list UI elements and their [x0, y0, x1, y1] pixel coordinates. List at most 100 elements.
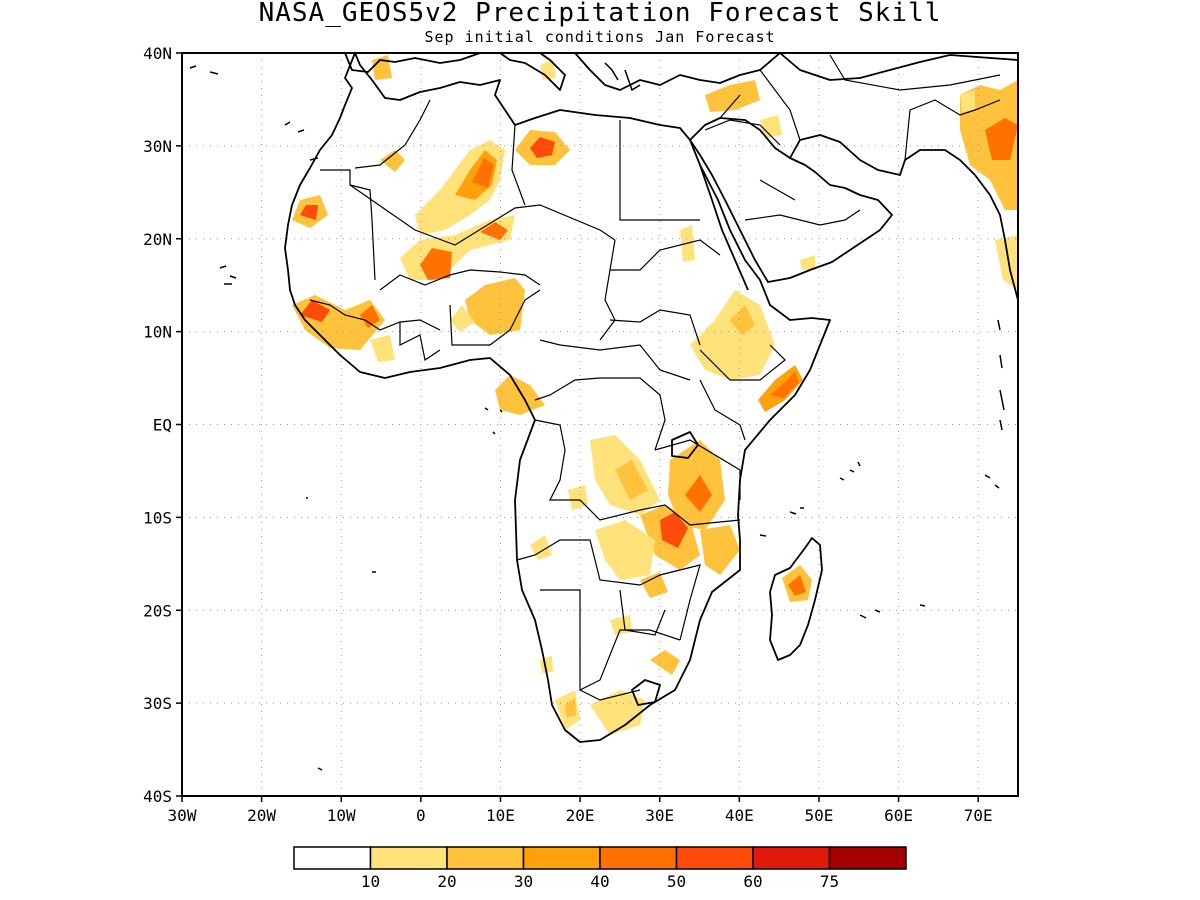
- border-mozambique: [639, 564, 701, 641]
- border-southafrica: [579, 689, 641, 701]
- border-tanzania: [654, 439, 741, 500]
- skill-region-nigeria: [465, 278, 525, 335]
- skill-region-iran-east: [760, 115, 782, 138]
- lon-tick-label: 20E: [566, 806, 595, 825]
- colorbar-label: 50: [667, 872, 686, 891]
- coastlines: [284, 53, 1018, 743]
- colorbar-swatch: [752, 846, 831, 870]
- skill-shading: [292, 55, 1018, 735]
- border-kenya: [699, 379, 746, 441]
- lat-tick-label: 20S: [143, 601, 172, 620]
- skill-region-cameroon: [495, 375, 545, 415]
- lon-tick-label: 20W: [247, 806, 276, 825]
- skill-region-sahara-east-core: [530, 137, 555, 158]
- skill-region-nigeria-west: [450, 305, 475, 332]
- skill-region-ethiopia: [690, 290, 775, 380]
- graticule: [182, 53, 1018, 796]
- island-stHelena: [306, 497, 376, 771]
- border-congo: [534, 377, 666, 451]
- lat-tick-label: 20N: [143, 230, 172, 249]
- persian-gulf: [789, 134, 1018, 301]
- colorbar: 10 20 30 40 50 60 75: [293, 846, 907, 891]
- skill-region-south-africa-east: [590, 690, 645, 735]
- border-zambia: [639, 504, 741, 526]
- border-libya-egypt: [619, 120, 700, 221]
- lon-tick-label: 40E: [725, 806, 754, 825]
- lon-tick-label: 30E: [645, 806, 674, 825]
- skill-region-sahara-central-peak: [472, 158, 494, 188]
- islands: [189, 62, 1005, 771]
- skill-region-congo-east-core: [615, 460, 648, 500]
- island-maldives: [997, 319, 1005, 431]
- border-namibia: [540, 589, 681, 691]
- skill-region-ethiopia-core: [730, 305, 755, 335]
- lon-tick-label: 0: [416, 806, 426, 825]
- skill-region-india-northwest: [960, 90, 975, 112]
- colorbar-swatch: [828, 846, 907, 870]
- colorbar-swatch: [446, 846, 525, 870]
- lat-tick-label: 30S: [143, 694, 172, 713]
- skill-region-south-africa-core: [565, 698, 576, 718]
- border-arabia-interior: [744, 179, 861, 226]
- asia-coastline: [779, 53, 1018, 81]
- lat-tick-label: 10N: [143, 323, 172, 342]
- border-sudan-north: [610, 239, 721, 271]
- border-mauritania-mali: [349, 184, 616, 246]
- map-title: NASA_GEOS5v2 Precipitation Forecast Skil…: [258, 0, 942, 28]
- colorbar-label: 10: [361, 872, 380, 891]
- skill-region-mauritania-core: [300, 205, 318, 220]
- skill-region-india-core: [985, 118, 1018, 160]
- border-mideast: [704, 54, 1001, 146]
- island-comoros: [759, 507, 804, 537]
- skill-region-somalia-core: [770, 372, 799, 398]
- lat-tick-label: 40N: [143, 44, 172, 63]
- island-mascarene: [859, 604, 926, 619]
- skill-region-mozambique-north: [700, 525, 740, 575]
- lat-tick-label: 10S: [143, 508, 172, 527]
- border-drc-west: [534, 419, 641, 521]
- lake-victoria: [671, 431, 699, 459]
- lat-tick-label: EQ: [153, 416, 172, 435]
- border-car: [539, 339, 691, 381]
- skill-region-tanzania-core: [685, 475, 712, 512]
- longitude-axis: 30W 20W 10W 0 10E 20E 30E 40E 50E 60E 70E: [168, 796, 993, 825]
- colorbar-label: 60: [743, 872, 762, 891]
- lesotho-border: [631, 679, 661, 706]
- lat-tick-label: 40S: [143, 787, 172, 806]
- europe-coastline: [344, 53, 781, 91]
- border-iran-india: [904, 99, 1001, 161]
- colorbar-label: 20: [437, 872, 456, 891]
- skill-region-iran: [705, 80, 760, 112]
- map-subtitle: Sep initial conditions Jan Forecast: [424, 28, 776, 46]
- skill-region-zimbabwe: [640, 572, 668, 598]
- colorbar-swatch: [369, 846, 448, 870]
- lon-tick-label: 60E: [884, 806, 913, 825]
- border-nigeria: [449, 289, 541, 346]
- colorbar-swatch: [293, 846, 372, 870]
- island-cape-verde: [219, 265, 237, 285]
- colorbar-swatch: [522, 846, 601, 870]
- red-sea-coast: [699, 164, 749, 291]
- arabia-coastline: [689, 117, 893, 283]
- border-ethiopia: [699, 344, 786, 381]
- madagascar-coastline: [769, 537, 823, 661]
- skill-region-malawi-core: [660, 512, 688, 548]
- map-background: [182, 53, 1018, 796]
- lon-tick-label: 10E: [486, 806, 515, 825]
- border-morocco-algeria: [354, 99, 431, 169]
- border-westafrica: [309, 299, 441, 331]
- border-sahel: [379, 269, 541, 291]
- skill-region-egypt-coast: [800, 255, 815, 270]
- colorbar-swatch: [675, 846, 754, 870]
- skill-region-west-africa-core: [300, 300, 330, 322]
- border-sudan-south: [609, 309, 701, 346]
- colorbar-swatch: [599, 846, 678, 870]
- colorbar-label: 30: [514, 872, 533, 891]
- skill-region-madagascar-core: [788, 575, 806, 596]
- island-canaries: [284, 121, 319, 161]
- lon-tick-label: 70E: [964, 806, 993, 825]
- skill-region-angola: [530, 535, 552, 560]
- skill-region-ivory-coast: [360, 305, 380, 328]
- skill-region-algeria-north: [380, 150, 405, 172]
- border-western-sahara: [320, 169, 376, 281]
